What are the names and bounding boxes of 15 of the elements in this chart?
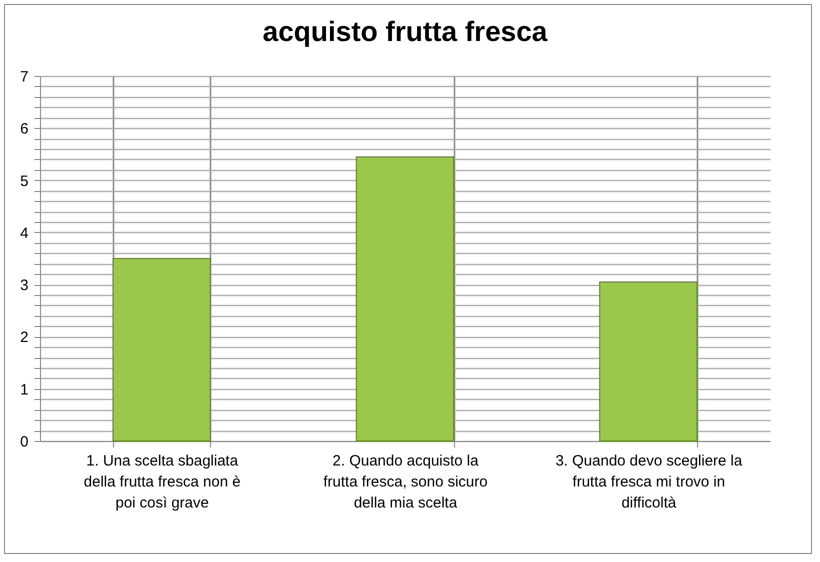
y-tick-label: 1: [20, 381, 28, 398]
bar: [112, 258, 211, 442]
x-tick-label: 1. Una scelta sbagliata della frutta fresca non è poi così grave: [84, 452, 241, 512]
y-tick-label: 5: [20, 172, 28, 190]
y-tick-label: 0: [20, 434, 28, 450]
bar: [356, 156, 454, 442]
x-tick-label: 3. Quando devo scegliere la frutta fresca mi trovo in difficoltà: [555, 452, 743, 512]
bar: [599, 281, 698, 442]
chart-title: acquisto frutta fresca: [262, 16, 548, 47]
y-tick-label: 3: [20, 277, 28, 294]
y-tick-label: 4: [20, 224, 28, 242]
y-tick-label: 2: [20, 329, 28, 346]
x-tick-label: 2. Quando acquisto la frutta fresca, sono sicuro della mia scelta: [323, 452, 488, 512]
y-tick-label: 6: [20, 120, 28, 138]
y-tick-label: 7: [20, 68, 28, 86]
